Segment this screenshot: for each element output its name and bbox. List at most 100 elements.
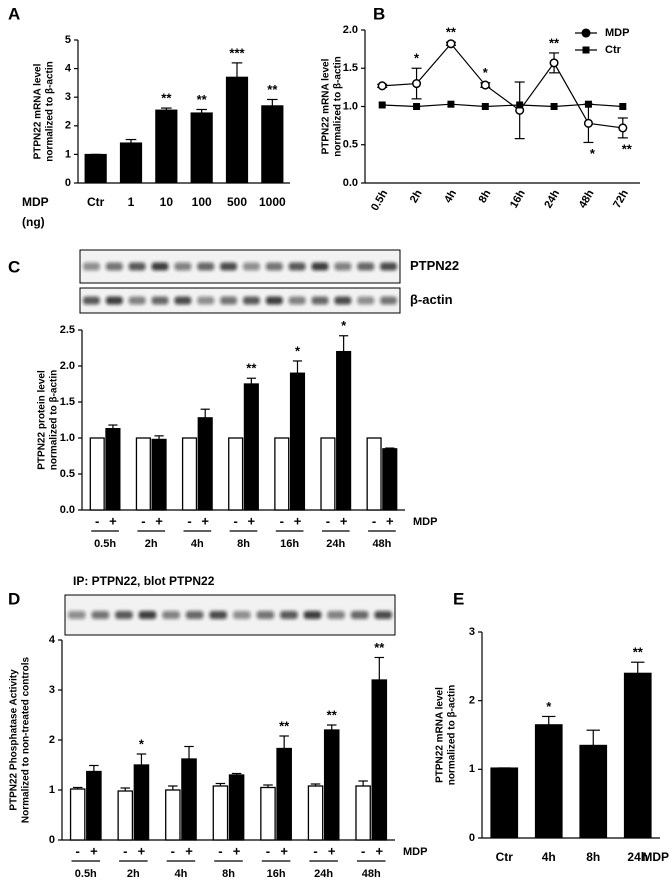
blot-band: [380, 296, 397, 305]
y-tick-label: 1.5: [60, 396, 75, 408]
x-tick-label: Ctr: [87, 195, 105, 209]
series-sign: +: [155, 513, 163, 528]
series-line: [382, 42, 623, 129]
panel-letter: B: [373, 4, 385, 23]
blot-label: β-actin: [410, 292, 453, 307]
x-tick-label: 48h: [372, 538, 391, 550]
y-tick-label: 2.0: [343, 24, 358, 36]
x-axis-label: MDP: [642, 850, 669, 864]
series-sign: +: [201, 513, 209, 528]
bar: [228, 774, 245, 841]
significance: *: [414, 51, 420, 66]
blot-band: [174, 262, 192, 271]
significance: **: [374, 640, 385, 655]
x-axis-label: (ng): [22, 215, 45, 229]
y-tick-label: 0: [65, 177, 71, 189]
series-sign: +: [109, 513, 117, 528]
x-tick-label: 16h: [508, 188, 528, 211]
y-tick-label: 1: [65, 148, 71, 160]
y-tick-label: 2.0: [60, 360, 75, 372]
marker: [446, 39, 456, 49]
series-sign: -: [95, 513, 99, 528]
blot-band: [197, 296, 215, 305]
series-sign: -: [141, 513, 145, 528]
y-axis-label: normalized to β-actin: [49, 370, 60, 471]
panel-letter: D: [8, 589, 20, 608]
blot-band: [197, 262, 215, 271]
bar: [623, 672, 652, 839]
marker: [516, 101, 524, 109]
marker: [481, 103, 489, 110]
x-tick-label: 2h: [145, 538, 158, 550]
y-tick-label: 1.5: [343, 62, 358, 74]
bar: [135, 437, 151, 511]
series-sign: -: [313, 843, 317, 858]
x-tick-label: 0.5h: [75, 868, 97, 880]
blot-band: [68, 611, 86, 619]
x-tick-label: 10: [160, 195, 174, 209]
blot-band: [185, 611, 204, 619]
bar: [69, 788, 86, 841]
x-tick-label: 24h: [314, 868, 333, 880]
bar: [133, 764, 150, 841]
blot-band: [209, 611, 227, 619]
blot-band: [334, 262, 352, 271]
series-sign: +: [280, 843, 288, 858]
bar: [382, 448, 398, 511]
blot-band: [151, 262, 169, 271]
x-tick-label: 0.5h: [369, 188, 391, 213]
significance: **: [549, 35, 560, 50]
y-tick-label: 0: [469, 832, 475, 844]
blot-band: [265, 296, 283, 305]
blot-band: [115, 611, 133, 619]
y-axis-label: PTPN22 mRNA level: [321, 58, 332, 154]
y-axis-label: normalized to β-actin: [447, 685, 458, 786]
significance: *: [295, 343, 301, 358]
series-sign: +: [386, 513, 394, 528]
y-axis-label: normalized to β-actin: [333, 56, 344, 157]
bar: [181, 437, 198, 511]
significance: **: [267, 82, 278, 97]
y-tick-label: 1.0: [60, 432, 75, 444]
y-axis-label: normalized to β-actin: [45, 61, 56, 162]
blot-band: [83, 296, 100, 305]
series-sign: +: [185, 843, 193, 858]
blot-band: [288, 262, 306, 271]
marker: [549, 58, 559, 68]
blot-band: [357, 262, 375, 271]
blot-band: [311, 296, 329, 305]
x-tick-label: 1: [128, 195, 135, 209]
blot: [79, 287, 401, 314]
blot: [79, 249, 401, 284]
significance: **: [622, 141, 633, 156]
x-tick-label: 8h: [477, 188, 494, 205]
x-tick-label: 48h: [362, 868, 381, 880]
x-tick-label: 8h: [222, 868, 235, 880]
blot-band: [220, 296, 237, 305]
bar: [276, 747, 292, 841]
series-sign: +: [376, 843, 384, 858]
series-sign: -: [372, 513, 376, 528]
series-sign: -: [123, 843, 127, 858]
bar: [84, 153, 107, 184]
y-tick-label: 2: [65, 120, 71, 132]
significance: **: [161, 91, 172, 106]
marker: [582, 46, 590, 54]
y-axis-label: PTPN22 mRNA level: [435, 687, 446, 783]
bar: [165, 789, 181, 841]
x-tick-label: 16h: [280, 538, 299, 550]
marker: [619, 103, 627, 110]
x-tick-label: 500: [227, 195, 247, 209]
panel-letter: E: [453, 589, 464, 608]
marker: [412, 79, 422, 89]
legend-label: Ctr: [605, 44, 622, 56]
series-sign: -: [361, 843, 365, 858]
x-axis-label: MDP: [413, 516, 437, 528]
series-sign: -: [171, 843, 175, 858]
x-tick-label: 24h: [542, 188, 562, 211]
blot-band: [174, 296, 192, 305]
y-tick-label: 3: [65, 91, 71, 103]
bar: [307, 785, 324, 841]
bar: [366, 437, 382, 511]
marker: [447, 100, 455, 108]
